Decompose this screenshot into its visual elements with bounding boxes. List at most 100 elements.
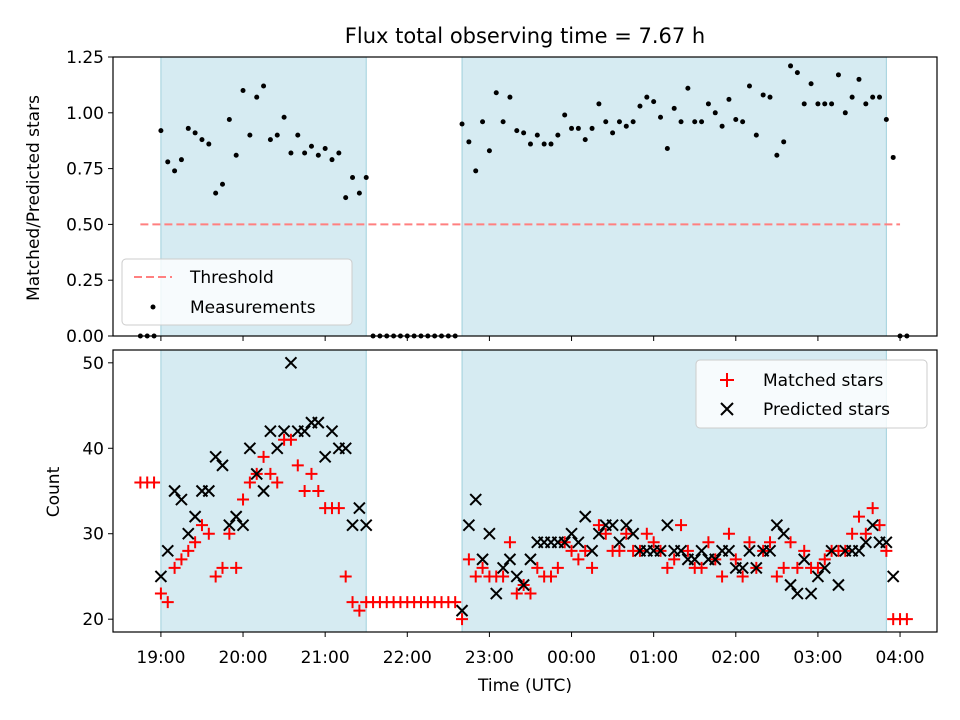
measurement-point [726, 96, 732, 102]
predicted-star-point [661, 518, 674, 532]
measurement-point [473, 168, 479, 174]
matched-star-point [640, 527, 653, 540]
matched-star-point [668, 553, 681, 566]
matched-star-point [661, 561, 674, 574]
predicted-star-points [154, 356, 900, 617]
matched-star-point [647, 536, 660, 549]
predicted-star-point [886, 570, 900, 583]
measurement-point [281, 114, 287, 120]
x-tick-label: 20:00 [219, 648, 268, 668]
measurement-point [774, 152, 780, 158]
predicted-star-point [175, 493, 188, 506]
measurement-point [254, 94, 260, 100]
predicted-star-point [859, 536, 873, 549]
measurement-point [363, 175, 369, 181]
predicted-star-point [818, 561, 831, 575]
predicted-star-point [216, 459, 229, 472]
predicted-star-point [223, 518, 236, 532]
matched-star-point [702, 536, 715, 549]
predicted-star-point [510, 570, 523, 583]
measurement-point [788, 63, 794, 69]
top-y-axis-label: Matched/Predicted stars [24, 95, 44, 301]
bottom-y-tick-label: 50 [82, 354, 104, 374]
measurement-point [829, 101, 835, 107]
measurement-point [801, 101, 807, 107]
measurement-point [226, 116, 232, 122]
predicted-star-point [791, 587, 804, 600]
measurement-point [644, 94, 650, 100]
measurement-points [137, 63, 910, 339]
predicted-star-point [852, 544, 866, 558]
predicted-star-point [483, 527, 496, 540]
measurement-point [760, 92, 766, 98]
matched-star-point [579, 544, 592, 557]
matched-star-point [168, 561, 181, 574]
matched-star-point [202, 527, 215, 540]
bottom-legend: Matched stars Predicted stars [695, 359, 928, 429]
measurement-point [658, 114, 664, 120]
measurement-point [849, 94, 855, 100]
predicted-star-point [674, 544, 688, 558]
measurement-point [637, 103, 643, 109]
legend-measurements-label: Measurements [190, 298, 316, 318]
measurement-point [178, 157, 184, 163]
measurement-point [555, 132, 561, 138]
matched-star-point [305, 467, 318, 480]
matched-star-point [675, 519, 688, 532]
measurement-point [507, 94, 513, 100]
measurement-point [767, 94, 773, 100]
matched-star-point [620, 527, 633, 540]
predicted-star-point [325, 424, 339, 438]
predicted-star-point [257, 484, 270, 498]
bottom-x-axis: 19:00 20:00 21:00 22:00 23:00 00:00 01:00 02:00… [136, 632, 925, 668]
measurement-point [842, 110, 848, 116]
matched-star-point [216, 561, 229, 574]
matched-star-point [161, 596, 174, 609]
measurement-point [562, 112, 568, 118]
matched-star-point [332, 502, 345, 515]
matched-star-point [791, 561, 804, 574]
predicted-star-point [736, 561, 749, 575]
matched-star-point [291, 459, 304, 472]
bottom-y-tick-label: 40 [82, 439, 104, 459]
matched-star-point [880, 544, 893, 557]
measurement-point [651, 99, 657, 105]
predicted-star-point [572, 536, 585, 549]
x-tick-label: 21:00 [301, 648, 350, 668]
legend-matched-label: Matched stars [763, 371, 883, 391]
x-tick-label: 22:00 [383, 648, 432, 668]
top-y-axis: 0.00 0.25 0.50 0.75 1.00 1.25 [66, 48, 113, 347]
measurement-point [521, 130, 527, 136]
measurement-point [165, 159, 171, 165]
predicted-star-point [236, 518, 250, 532]
matched-star-point [148, 476, 161, 489]
matched-star-point [777, 561, 790, 574]
predicted-star-point [462, 518, 476, 532]
matched-star-point [900, 613, 913, 626]
predicted-star-point [229, 510, 243, 523]
chart-title: Flux total observing time = 7.67 h [345, 24, 705, 48]
matched-star-point [736, 570, 749, 583]
measurement-point [623, 123, 629, 129]
measurement-point [233, 152, 239, 158]
matched-star-point [873, 519, 886, 532]
measurement-point [575, 125, 581, 131]
measurement-point [343, 195, 349, 201]
matched-star-point [764, 536, 777, 549]
matched-star-point [722, 527, 735, 540]
measurement-point [589, 125, 595, 131]
matched-star-point [154, 587, 167, 600]
x-tick-label: 02:00 [711, 648, 760, 668]
measurement-point [746, 83, 752, 89]
predicted-star-point [695, 544, 708, 558]
matched-star-point [346, 596, 359, 609]
matched-star-point [476, 561, 489, 574]
top-legend-box [121, 258, 353, 326]
matched-star-point [284, 433, 297, 446]
measurement-point [302, 150, 308, 156]
measurement-point [527, 141, 533, 147]
matched-star-point [613, 544, 626, 557]
predicted-star-point [154, 570, 168, 583]
measurement-point [835, 72, 841, 78]
